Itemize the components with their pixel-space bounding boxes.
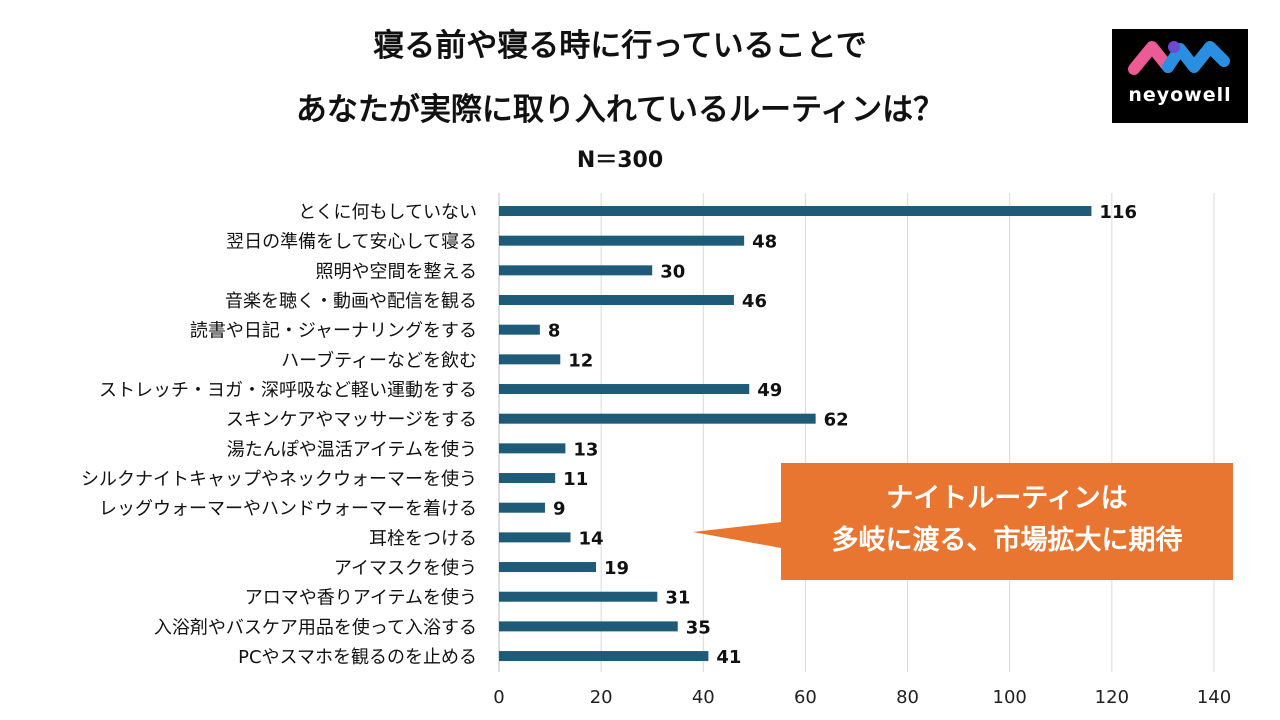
x-tick-label: 120: [1095, 687, 1129, 708]
data-label: 35: [686, 617, 711, 638]
bar: [499, 295, 734, 306]
bar: [499, 443, 566, 454]
data-label: 62: [824, 410, 849, 431]
data-label: 30: [660, 261, 685, 282]
data-label: 49: [757, 380, 782, 401]
bar: [499, 413, 816, 424]
bar: [499, 502, 545, 513]
callout-line1: ナイトルーティンは: [886, 483, 1128, 514]
bar: [499, 473, 556, 484]
bar: [499, 532, 571, 543]
data-label: 14: [579, 528, 604, 549]
category-label: 音楽を聴く・動画や配信を観る: [225, 291, 477, 312]
bar: [499, 651, 709, 662]
brand-logo: neyowell: [1112, 29, 1248, 123]
data-label: 19: [604, 558, 629, 579]
logo-mark-icon: [1128, 41, 1230, 75]
data-label: 31: [665, 588, 690, 609]
data-label: 46: [742, 291, 767, 312]
bar: [499, 562, 597, 573]
bar: [499, 235, 745, 246]
logo-text: neyowell: [1128, 84, 1232, 106]
data-label: 13: [573, 439, 598, 460]
category-label: とくに何もしていない: [298, 202, 477, 223]
category-label: 翌日の準備をして安心して寝る: [226, 232, 477, 253]
bar: [499, 324, 540, 335]
category-label: 照明や空間を整える: [316, 261, 477, 282]
category-label: PCやスマホを観るのを止める: [238, 647, 477, 668]
data-label: 12: [568, 350, 593, 371]
data-label: 9: [553, 499, 566, 520]
x-tick-label: 0: [493, 687, 504, 708]
category-label: アイマスクを使う: [334, 558, 477, 579]
bar: [499, 384, 750, 395]
category-label: 耳栓をつける: [369, 528, 477, 549]
category-label: 読書や日記・ジャーナリングをする: [190, 321, 477, 342]
x-tick-label: 40: [692, 687, 715, 708]
data-label: 11: [563, 469, 588, 490]
category-label: 入浴剤やバスケア用品を使って入浴する: [154, 617, 477, 638]
data-label: 48: [752, 232, 777, 253]
data-label: 116: [1099, 202, 1137, 223]
category-label: レッグウォーマーやハンドウォーマーを着ける: [99, 499, 477, 520]
x-tick-label: 140: [1197, 687, 1231, 708]
callout-line2: 多岐に渡る、市場拡大に期待: [831, 525, 1183, 556]
x-tick-label: 60: [794, 687, 817, 708]
sample-size: N＝300: [576, 148, 664, 173]
bar: [499, 265, 653, 276]
x-tick-label: 80: [896, 687, 919, 708]
callout-text: ナイトルーティンは 多岐に渡る、市場拡大に期待: [781, 478, 1233, 562]
chart-title-line2: あなたが実際に取り入れているルーティンは？: [295, 92, 945, 128]
data-label: 41: [716, 647, 741, 668]
bar: [499, 621, 678, 632]
category-label: シルクナイトキャップやネックウォーマーを使う: [81, 469, 477, 490]
callout-box: [693, 463, 1233, 580]
category-label: 湯たんぽや温活アイテムを使う: [227, 439, 477, 460]
category-label: スキンケアやマッサージをする: [226, 410, 477, 431]
data-label: 8: [548, 321, 561, 342]
x-tick-label: 100: [993, 687, 1027, 708]
bar: [499, 591, 658, 602]
category-label: アロマや香りアイテムを使う: [245, 588, 477, 609]
bar: [499, 206, 1092, 216]
category-label: ハーブティーなどを飲む: [281, 349, 477, 371]
category-label: ストレッチ・ヨガ・深呼吸など軽い運動をする: [99, 380, 477, 401]
x-tick-label: 20: [590, 687, 613, 708]
chart-title-line1: 寝る前や寝る時に行っていることで: [373, 28, 867, 64]
bar: [499, 354, 561, 365]
